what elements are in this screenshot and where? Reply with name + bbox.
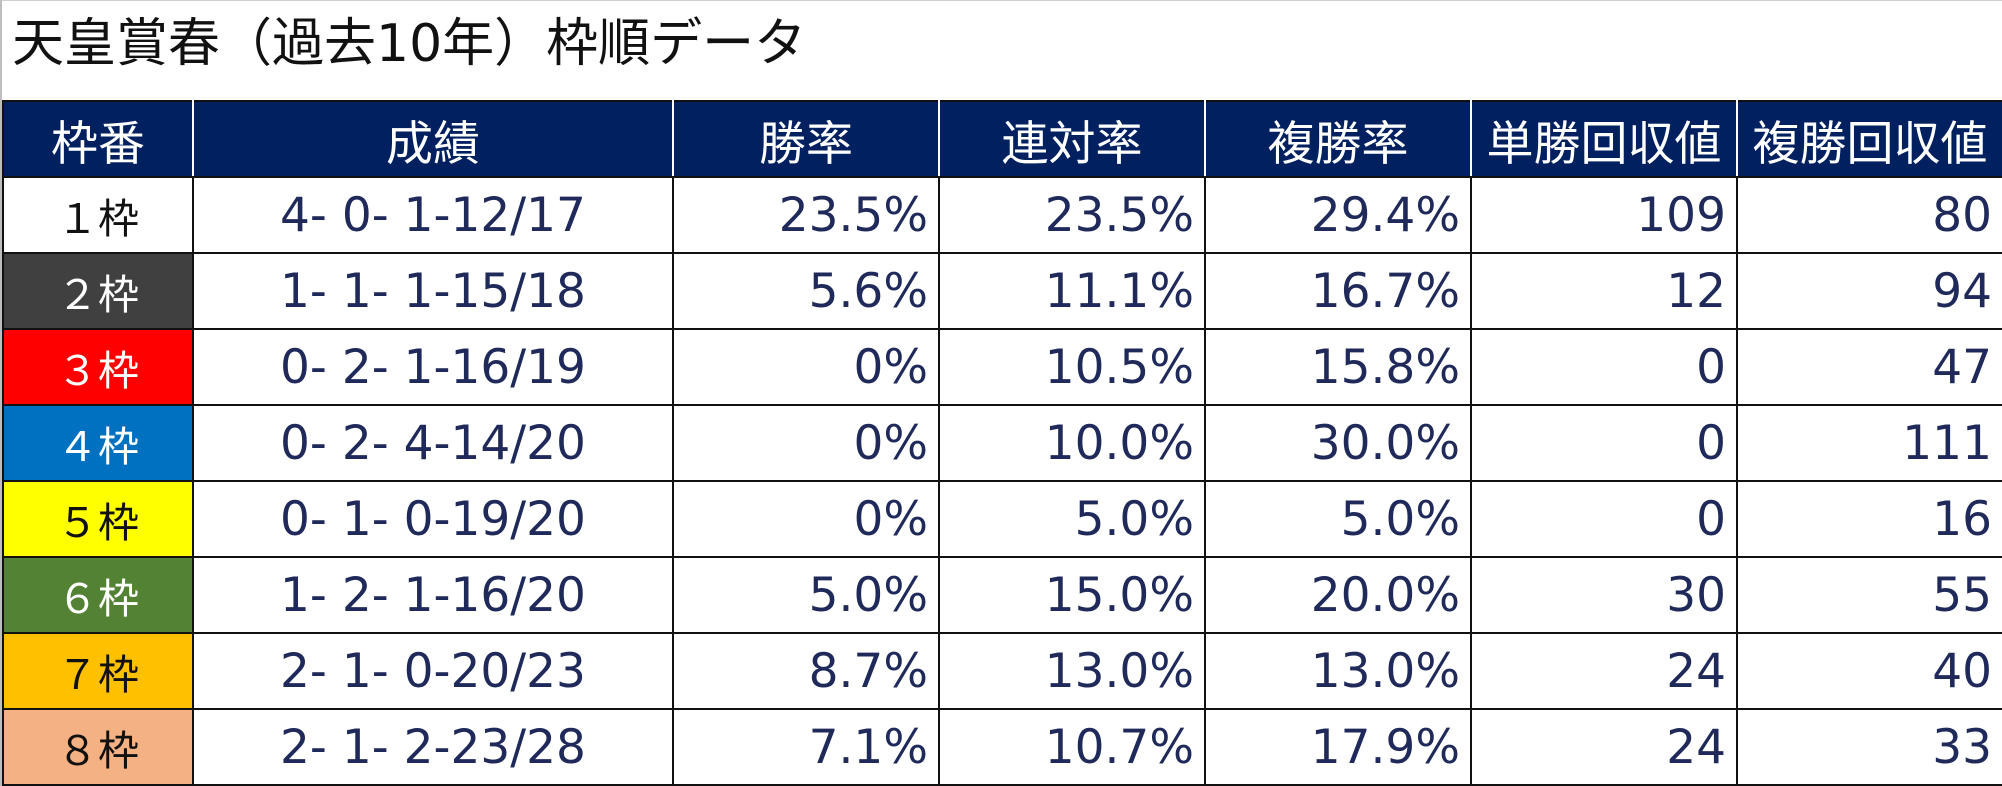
quinella-rate-cell: 10.5% — [938, 328, 1206, 406]
win-rate-cell: 0% — [672, 480, 940, 558]
quinella-rate-cell: 13.0% — [938, 632, 1206, 710]
header-show-return: 複勝回収値 — [1736, 100, 2002, 178]
win-return-cell: 30 — [1470, 556, 1738, 634]
record-cell: 2- 1- 2-23/28 — [192, 708, 674, 786]
table-row: ６枠 1- 2- 1-16/20 5.0% 15.0% 20.0% 30 55 — [2, 556, 2002, 634]
frame-number-cell: ５枠 — [2, 480, 194, 558]
win-rate-cell: 23.5% — [672, 176, 940, 254]
show-return-cell: 47 — [1736, 328, 2002, 406]
show-return-cell: 16 — [1736, 480, 2002, 558]
frame-number-cell: ４枠 — [2, 404, 194, 482]
frame-number-cell: １枠 — [2, 176, 194, 254]
win-return-cell: 0 — [1470, 404, 1738, 482]
record-cell: 0- 1- 0-19/20 — [192, 480, 674, 558]
header-quinella-rate: 連対率 — [938, 100, 1206, 178]
win-rate-cell: 7.1% — [672, 708, 940, 786]
frame-data-table: 枠番 成績 勝率 連対率 複勝率 単勝回収値 複勝回収値 １枠 4- 0- 1-… — [2, 100, 2002, 786]
win-return-cell: 0 — [1470, 480, 1738, 558]
win-return-cell: 24 — [1470, 632, 1738, 710]
header-win-rate: 勝率 — [672, 100, 940, 178]
page-title: 天皇賞春（過去10年）枠順データ — [12, 14, 807, 74]
frame-number-cell: ６枠 — [2, 556, 194, 634]
show-rate-cell: 13.0% — [1204, 632, 1472, 710]
win-rate-cell: 0% — [672, 404, 940, 482]
header-row: 枠番 成績 勝率 連対率 複勝率 単勝回収値 複勝回収値 — [2, 100, 2002, 178]
frame-number-cell: ３枠 — [2, 328, 194, 406]
table-row: １枠 4- 0- 1-12/17 23.5% 23.5% 29.4% 109 8… — [2, 176, 2002, 254]
show-rate-cell: 30.0% — [1204, 404, 1472, 482]
table-row: ３枠 0- 2- 1-16/19 0% 10.5% 15.8% 0 47 — [2, 328, 2002, 406]
win-rate-cell: 0% — [672, 328, 940, 406]
quinella-rate-cell: 11.1% — [938, 252, 1206, 330]
quinella-rate-cell: 23.5% — [938, 176, 1206, 254]
show-return-cell: 80 — [1736, 176, 2002, 254]
show-rate-cell: 15.8% — [1204, 328, 1472, 406]
record-cell: 0- 2- 4-14/20 — [192, 404, 674, 482]
win-return-cell: 109 — [1470, 176, 1738, 254]
frame-number-cell: ８枠 — [2, 708, 194, 786]
win-rate-cell: 8.7% — [672, 632, 940, 710]
record-cell: 4- 0- 1-12/17 — [192, 176, 674, 254]
show-rate-cell: 5.0% — [1204, 480, 1472, 558]
header-frame-number: 枠番 — [2, 100, 194, 178]
show-rate-cell: 16.7% — [1204, 252, 1472, 330]
table-row: ８枠 2- 1- 2-23/28 7.1% 10.7% 17.9% 24 33 — [2, 708, 2002, 786]
win-rate-cell: 5.6% — [672, 252, 940, 330]
quinella-rate-cell: 10.0% — [938, 404, 1206, 482]
show-return-cell: 40 — [1736, 632, 2002, 710]
record-cell: 2- 1- 0-20/23 — [192, 632, 674, 710]
show-rate-cell: 29.4% — [1204, 176, 1472, 254]
show-rate-cell: 17.9% — [1204, 708, 1472, 786]
win-return-cell: 0 — [1470, 328, 1738, 406]
header-record: 成績 — [192, 100, 674, 178]
table-row: ４枠 0- 2- 4-14/20 0% 10.0% 30.0% 0 111 — [2, 404, 2002, 482]
quinella-rate-cell: 15.0% — [938, 556, 1206, 634]
show-return-cell: 55 — [1736, 556, 2002, 634]
table-row: ５枠 0- 1- 0-19/20 0% 5.0% 5.0% 0 16 — [2, 480, 2002, 558]
frame-number-cell: ７枠 — [2, 632, 194, 710]
frame-number-cell: ２枠 — [2, 252, 194, 330]
table-row: ２枠 1- 1- 1-15/18 5.6% 11.1% 16.7% 12 94 — [2, 252, 2002, 330]
record-cell: 0- 2- 1-16/19 — [192, 328, 674, 406]
quinella-rate-cell: 5.0% — [938, 480, 1206, 558]
show-return-cell: 111 — [1736, 404, 2002, 482]
win-rate-cell: 5.0% — [672, 556, 940, 634]
show-rate-cell: 20.0% — [1204, 556, 1472, 634]
record-cell: 1- 2- 1-16/20 — [192, 556, 674, 634]
show-return-cell: 33 — [1736, 708, 2002, 786]
table-row: ７枠 2- 1- 0-20/23 8.7% 13.0% 13.0% 24 40 — [2, 632, 2002, 710]
record-cell: 1- 1- 1-15/18 — [192, 252, 674, 330]
quinella-rate-cell: 10.7% — [938, 708, 1206, 786]
win-return-cell: 24 — [1470, 708, 1738, 786]
header-win-return: 単勝回収値 — [1470, 100, 1738, 178]
header-show-rate: 複勝率 — [1204, 100, 1472, 178]
show-return-cell: 94 — [1736, 252, 2002, 330]
win-return-cell: 12 — [1470, 252, 1738, 330]
